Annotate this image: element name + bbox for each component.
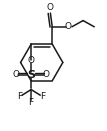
Text: S: S xyxy=(27,70,35,80)
Text: F: F xyxy=(29,98,34,107)
Text: O: O xyxy=(43,70,50,79)
Text: F: F xyxy=(40,92,45,101)
Text: F: F xyxy=(17,92,22,101)
Text: O: O xyxy=(65,22,72,31)
Text: O: O xyxy=(28,56,35,65)
Text: O: O xyxy=(47,3,54,12)
Text: O: O xyxy=(13,70,20,79)
